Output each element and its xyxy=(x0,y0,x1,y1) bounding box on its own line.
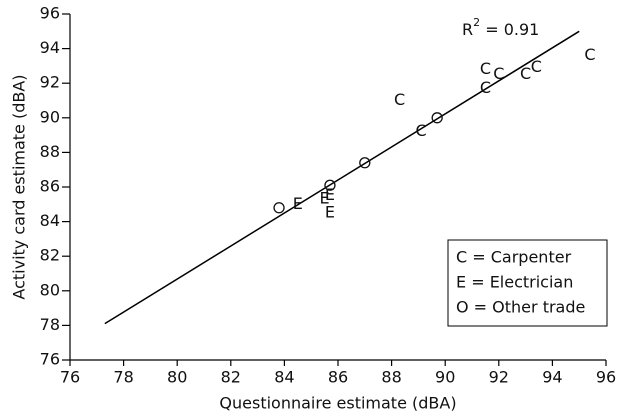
y-tick-label: 82 xyxy=(40,246,60,265)
point: C xyxy=(531,57,542,76)
point: C xyxy=(520,64,531,83)
annotation: R2 = 0.91 xyxy=(462,16,539,39)
point: C xyxy=(394,90,405,109)
point: C xyxy=(415,121,426,140)
annotation-rest: = 0.91 xyxy=(480,20,539,39)
y-tick-label: 92 xyxy=(40,73,60,92)
y-tick-label: 94 xyxy=(40,38,60,57)
point: E xyxy=(325,202,335,221)
point: C xyxy=(480,78,491,97)
point xyxy=(273,202,285,214)
point: E xyxy=(293,194,303,213)
y-axis-label: Activity card estimate (dBA) xyxy=(10,74,29,299)
legend-entry: O = Other trade xyxy=(456,298,585,317)
point: C xyxy=(480,59,491,78)
y-tick-label: 76 xyxy=(40,350,60,369)
x-tick-label: 82 xyxy=(221,368,241,387)
legend-entry: C = Carpenter xyxy=(456,248,572,267)
point xyxy=(359,157,371,169)
x-tick-label: 94 xyxy=(542,368,562,387)
x-tick-label: 86 xyxy=(328,368,348,387)
x-tick-label: 78 xyxy=(113,368,133,387)
point xyxy=(431,112,443,124)
x-tick-label: 96 xyxy=(596,368,616,387)
y-tick-label: 80 xyxy=(40,280,60,299)
annotation-sup: 2 xyxy=(473,16,480,29)
legend-entry: E = Electrician xyxy=(456,273,573,292)
point: E xyxy=(325,185,335,204)
y-tick-label: 90 xyxy=(40,107,60,126)
x-tick-label: 88 xyxy=(381,368,401,387)
point: C xyxy=(584,45,595,64)
legend-box xyxy=(447,239,608,327)
point: C xyxy=(493,64,504,83)
fit-line xyxy=(104,30,580,325)
x-tick-label: 92 xyxy=(489,368,509,387)
x-tick-label: 90 xyxy=(435,368,455,387)
y-tick-label: 96 xyxy=(40,4,60,23)
x-tick-label: 84 xyxy=(274,368,294,387)
y-tick-label: 84 xyxy=(40,211,60,230)
annotation-base: R xyxy=(462,20,473,39)
x-tick-label: 76 xyxy=(60,368,80,387)
x-tick-label: 80 xyxy=(167,368,187,387)
x-axis-label: Questionnaire estimate (dBA) xyxy=(219,394,456,413)
point xyxy=(324,179,336,191)
y-tick-label: 78 xyxy=(40,315,60,334)
y-tick-label: 86 xyxy=(40,177,60,196)
point: E xyxy=(320,189,330,208)
y-tick-label: 88 xyxy=(40,142,60,161)
